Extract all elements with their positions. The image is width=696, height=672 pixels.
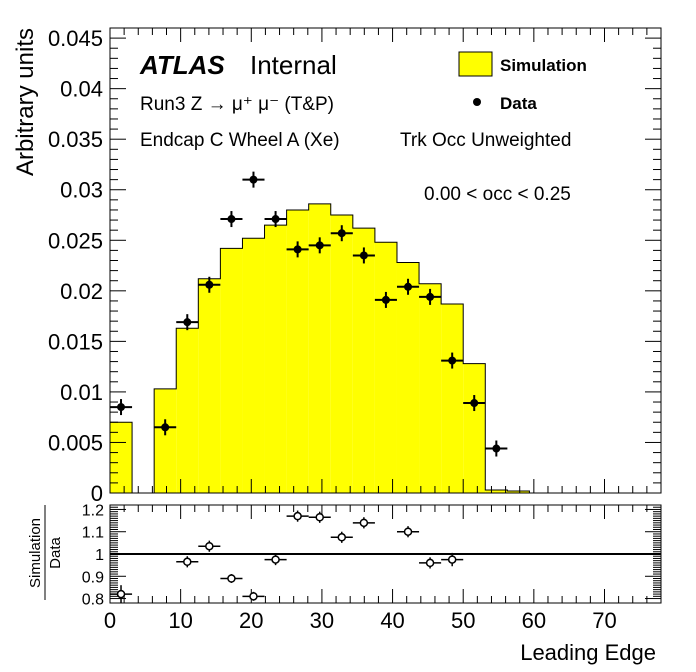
ratio-point [315,513,324,522]
main-y-tick-label: 0 [91,481,103,506]
main-y-tick-label: 0.025 [48,228,103,253]
legend-simulation-swatch [458,51,493,77]
ratio-x-tick-label: 30 [310,608,334,633]
ratio-points [109,510,464,603]
ratio-point [271,555,280,564]
data-point [183,318,192,327]
data-point [161,423,170,432]
main-y-tick-label: 0.045 [48,26,103,51]
data-point [293,245,302,254]
selection-label: 0.00 < occ < 0.25 [424,184,571,205]
ratio-point [337,533,347,542]
main-y-tick-label: 0.035 [48,127,103,152]
atlas-label: ATLAS [139,50,225,80]
ratio-y-tick-label: 1 [95,547,104,564]
ratio-y-tick-label: 0.8 [82,592,104,609]
data-point [381,295,390,304]
ratio-x-tick-label: 50 [451,608,475,633]
ratio-x-tick-label: 10 [168,608,192,633]
data-point [271,215,280,224]
ratio-y-tick-label: 1.1 [82,525,104,542]
main-y-tick-label: 0.015 [48,329,103,354]
data-point [470,399,479,408]
main-ticks [109,27,662,494]
ratio-y-axis-title: Simulation Data [27,505,64,600]
ratio-point [403,527,413,536]
ratio-x-tick-label: 60 [522,608,546,633]
process-label: Run3 Z → μ⁺ μ⁻ (T&P) [140,94,334,115]
data-point [426,292,435,301]
main-y-tick-label: 0.03 [60,178,103,203]
ratio-x-tick-label: 0 [104,608,116,633]
simulation-bin [154,388,177,493]
ratio-point [293,511,302,521]
simulation-bin [198,278,221,493]
weighting-label: Trk Occ Unweighted [400,130,571,151]
simulation-bin [264,225,287,493]
ratio-y-tick-labels: 0.8 0.9 1 1.1 1.2 [82,502,104,608]
ratio-point [359,518,369,528]
simulation-bin [220,248,243,493]
ratio-point [205,541,214,551]
main-y-tick-labels: 0 0.005 0.01 0.015 0.02 0.025 0.03 0.035 0.04 0.0… [48,26,103,506]
ratio-point [227,574,236,583]
data-points [109,171,508,457]
ratio-x-tick-label: 20 [239,608,263,633]
ratio-y-tick-label: 0.9 [82,569,104,586]
data-point [492,444,501,453]
data-point [404,282,413,291]
simulation-bin [110,422,133,493]
main-y-tick-label: 0.02 [60,279,103,304]
simulation-bin [176,328,199,493]
data-point [448,356,457,365]
ratio-x-tick-label: 40 [380,608,404,633]
simulation-bin [507,490,530,493]
main-y-tick-label: 0.04 [60,77,103,102]
y-axis-title: Arbitrary units [12,28,39,176]
data-point [205,280,214,289]
simulation-bin [396,262,420,493]
region-label: Endcap C Wheel A (Xe) [140,130,340,151]
x-axis-title: Leading Edge [520,640,656,665]
ratio-point [183,557,192,567]
legend-data-marker [473,98,481,106]
simulation-bin [441,303,464,493]
data-point [117,403,126,412]
ratio-x-tick-labels: 0 10 20 30 40 50 60 70 [104,608,617,633]
simulation-bin [308,203,331,494]
simulation-bin [463,363,486,493]
data-point [227,215,236,224]
main-y-tick-label: 0.005 [48,430,103,455]
ratio-frame [109,504,662,604]
internal-label: Internal [250,50,337,80]
ratio-point [425,558,435,568]
simulation-bin [330,215,353,493]
data-point [337,229,346,238]
simulation-histogram [109,203,661,494]
simulation-bin [352,228,375,494]
main-y-tick-label: 0.01 [60,380,103,405]
simulation-bin [286,209,309,493]
data-point [315,241,324,250]
ratio-point [116,589,126,599]
simulation-bin [374,242,397,493]
ratio-y-title-numerator: Simulation [27,518,44,588]
ratio-y-tick-label: 1.2 [82,502,104,519]
ratio-y-title-denominator: Data [47,537,64,569]
data-point [359,251,368,260]
ratio-x-tick-label: 70 [592,608,616,633]
simulation-bin [242,238,265,493]
ratio-point [249,592,258,601]
ratio-point [447,555,457,564]
legend-data-label: Data [500,94,537,113]
legend-simulation-label: Simulation [500,56,587,75]
simulation-bin [419,283,442,493]
simulation-bin [485,489,508,493]
data-point [249,175,258,184]
